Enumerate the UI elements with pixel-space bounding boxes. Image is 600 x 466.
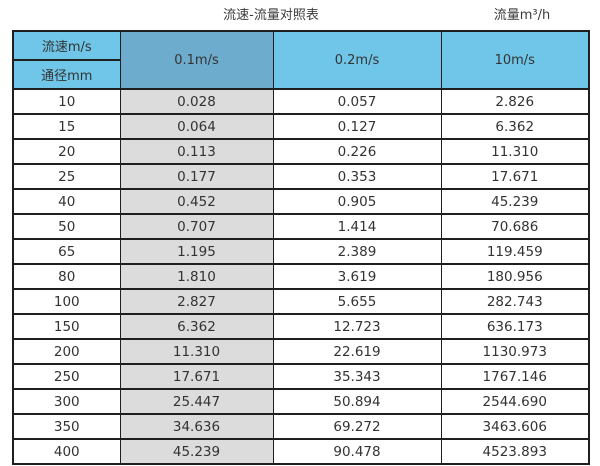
flow-value-0p1-cell: 0.452 — [119, 188, 274, 215]
flow-value-10-cell: 180.956 — [440, 263, 590, 290]
flow-value-0p1-cell: 0.028 — [119, 88, 274, 115]
diameter-cell: 65 — [12, 238, 121, 265]
header-col-0p2ms: 0.2m/s — [272, 30, 442, 90]
flow-value-0p1-cell: 1.810 — [119, 263, 274, 290]
diameter-cell: 15 — [12, 113, 121, 140]
flow-value-10-cell: 45.239 — [440, 188, 590, 215]
diameter-cell: 100 — [12, 288, 121, 315]
table-row: 15 0.064 0.127 6.362 — [12, 113, 590, 140]
table-row: 50 0.707 1.414 70.686 — [12, 213, 590, 240]
flow-value-0p2-cell: 0.353 — [272, 163, 442, 190]
flow-value-10-cell: 6.362 — [440, 113, 590, 140]
flow-rate-table: 流速m/s 0.1m/s 0.2m/s 10m/s 通径mm 10 0.028 … — [12, 30, 590, 465]
flow-value-10-cell: 1767.146 — [440, 363, 590, 390]
table-row: 350 34.636 69.272 3463.606 — [12, 413, 590, 440]
flow-value-0p2-cell: 22.619 — [272, 338, 442, 365]
diameter-cell: 300 — [12, 388, 121, 415]
table-title: 流速-流量对照表 — [223, 8, 319, 23]
header-col-0p1ms: 0.1m/s — [119, 30, 274, 90]
flow-value-0p1-cell: 0.113 — [119, 138, 274, 165]
flow-value-0p1-cell: 17.671 — [119, 363, 274, 390]
header-row-bottom: 通径mm — [12, 59, 589, 90]
flow-value-0p2-cell: 35.343 — [272, 363, 442, 390]
flow-value-0p1-cell: 6.362 — [119, 313, 274, 340]
flow-value-0p1-cell: 25.447 — [119, 388, 274, 415]
flow-value-0p2-cell: 2.389 — [272, 238, 442, 265]
flow-value-0p1-cell: 0.177 — [119, 163, 274, 190]
table-row: 200 11.310 22.619 1130.973 — [12, 338, 590, 365]
flow-value-10-cell: 636.173 — [440, 313, 590, 340]
flow-value-10-cell: 17.671 — [440, 163, 590, 190]
flow-value-0p2-cell: 69.272 — [272, 413, 442, 440]
caption-bar: 流速-流量对照表 流量m³/h — [0, 0, 600, 30]
flow-value-0p2-cell: 0.226 — [272, 138, 442, 165]
diameter-cell: 40 — [12, 188, 121, 215]
diameter-cell: 150 — [12, 313, 121, 340]
flow-value-10-cell: 3463.606 — [440, 413, 590, 440]
flow-value-0p1-cell: 1.195 — [119, 238, 274, 265]
flow-value-0p2-cell: 12.723 — [272, 313, 442, 340]
table-row: 20 0.113 0.226 11.310 — [12, 138, 590, 165]
diameter-cell: 400 — [12, 438, 121, 465]
flow-value-10-cell: 119.459 — [440, 238, 590, 265]
diameter-cell: 25 — [12, 163, 121, 190]
header-diameter-label: 通径mm — [12, 59, 121, 90]
flow-value-10-cell: 2544.690 — [440, 388, 590, 415]
header-flow-velocity-label: 流速m/s — [12, 30, 121, 61]
flow-value-0p1-cell: 2.827 — [119, 288, 274, 315]
flow-value-10-cell: 11.310 — [440, 138, 590, 165]
flow-value-0p1-cell: 34.636 — [119, 413, 274, 440]
flow-value-0p2-cell: 0.905 — [272, 188, 442, 215]
flow-value-10-cell: 2.826 — [440, 88, 590, 115]
table-row: 40 0.452 0.905 45.239 — [12, 188, 590, 215]
table-row: 65 1.195 2.389 119.459 — [12, 238, 590, 265]
diameter-cell: 250 — [12, 363, 121, 390]
table-row: 80 1.810 3.619 180.956 — [12, 263, 590, 290]
flow-value-0p2-cell: 1.414 — [272, 213, 442, 240]
table-row: 400 45.239 90.478 4523.893 — [12, 438, 590, 465]
flow-value-0p1-cell: 11.310 — [119, 338, 274, 365]
flow-value-10-cell: 70.686 — [440, 213, 590, 240]
table-row: 150 6.362 12.723 636.173 — [12, 313, 590, 340]
flow-value-0p2-cell: 0.127 — [272, 113, 442, 140]
flow-value-10-cell: 282.743 — [440, 288, 590, 315]
flow-value-0p2-cell: 3.619 — [272, 263, 442, 290]
flow-value-0p2-cell: 50.894 — [272, 388, 442, 415]
diameter-cell: 10 — [12, 88, 121, 115]
diameter-cell: 50 — [12, 213, 121, 240]
flow-value-0p2-cell: 5.655 — [272, 288, 442, 315]
flow-value-10-cell: 4523.893 — [440, 438, 590, 465]
diameter-cell: 20 — [12, 138, 121, 165]
diameter-cell: 200 — [12, 338, 121, 365]
flow-value-0p1-cell: 0.064 — [119, 113, 274, 140]
table-row: 25 0.177 0.353 17.671 — [12, 163, 590, 190]
flow-value-10-cell: 1130.973 — [440, 338, 590, 365]
table-header: 流速m/s 0.1m/s 0.2m/s 10m/s 通径mm — [12, 30, 590, 90]
flow-unit-label: 流量m³/h — [493, 8, 551, 23]
table-body: 10 0.028 0.057 2.826 15 0.064 0.127 6.36… — [12, 88, 590, 465]
header-row-top: 流速m/s 0.1m/s 0.2m/s 10m/s — [12, 30, 590, 90]
table-row: 250 17.671 35.343 1767.146 — [12, 363, 590, 390]
flow-value-0p1-cell: 45.239 — [119, 438, 274, 465]
table-row: 10 0.028 0.057 2.826 — [12, 88, 590, 115]
flow-value-0p2-cell: 90.478 — [272, 438, 442, 465]
table-row: 100 2.827 5.655 282.743 — [12, 288, 590, 315]
table-row: 300 25.447 50.894 2544.690 — [12, 388, 590, 415]
flow-value-0p1-cell: 0.707 — [119, 213, 274, 240]
diameter-cell: 350 — [12, 413, 121, 440]
header-col-10ms: 10m/s — [440, 30, 590, 90]
flow-value-0p2-cell: 0.057 — [272, 88, 442, 115]
diameter-cell: 80 — [12, 263, 121, 290]
